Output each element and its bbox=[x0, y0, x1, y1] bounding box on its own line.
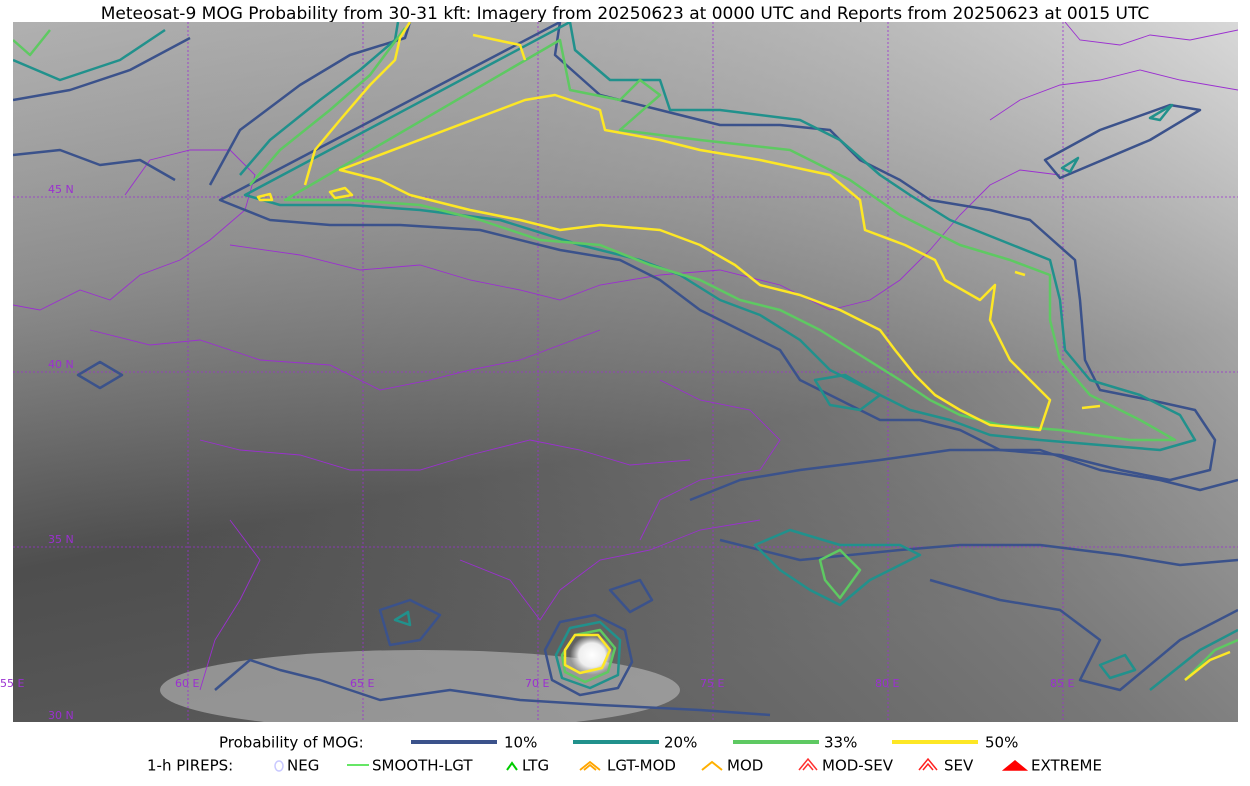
pirep-label: LTG bbox=[522, 757, 549, 775]
lon-label: 75 E bbox=[700, 677, 724, 690]
legend-label: 20% bbox=[664, 734, 697, 752]
pirep-icon bbox=[579, 760, 601, 771]
lon-label: 60 E bbox=[175, 677, 199, 690]
lon-label: 80 E bbox=[875, 677, 899, 690]
lon-label: 70 E bbox=[525, 677, 549, 690]
title: Meteosat-9 MOG Probability from 30-31 kf… bbox=[101, 4, 1150, 24]
lon-label: 65 E bbox=[350, 677, 374, 690]
pirep-label: LGT-MOD bbox=[607, 757, 676, 775]
pirep-label: SEV bbox=[944, 757, 974, 775]
lat-label: 30 N bbox=[48, 709, 74, 722]
lat-label: 40 N bbox=[48, 358, 74, 371]
legend-label: 33% bbox=[824, 734, 857, 752]
lat-label: 45 N bbox=[48, 183, 74, 196]
legend-label: 10% bbox=[504, 734, 537, 752]
map bbox=[13, 22, 1238, 722]
pirep-label: NEG bbox=[287, 757, 319, 775]
legend-title: Probability of MOG: bbox=[219, 734, 364, 752]
map-labels: 45 N 40 N 35 N 30 N 55 E 60 E 65 E 70 E … bbox=[0, 183, 1074, 722]
contours bbox=[13, 22, 1238, 717]
pirep-icon bbox=[798, 757, 818, 771]
lon-label: 55 E bbox=[0, 677, 24, 690]
graticule bbox=[13, 22, 1238, 722]
pirep-label: SMOOTH-LGT bbox=[372, 757, 473, 775]
lat-label: 35 N bbox=[48, 533, 74, 546]
pirep-icon bbox=[701, 760, 723, 771]
legend-title: 1-h PIREPS: bbox=[147, 757, 233, 775]
legend-label: 50% bbox=[985, 734, 1018, 752]
pirep-icon bbox=[1001, 760, 1029, 771]
pirep-label: MOD-SEV bbox=[822, 757, 894, 775]
pirep-icon bbox=[274, 760, 284, 772]
pirep-icon bbox=[918, 757, 938, 771]
lon-label: 85 E bbox=[1050, 677, 1074, 690]
pirep-icon bbox=[506, 761, 518, 771]
legend: Probability of MOG: 10% 20% 33% 50% 1-h … bbox=[147, 734, 1102, 775]
pirep-label: EXTREME bbox=[1031, 757, 1102, 775]
pirep-label: MOD bbox=[727, 757, 763, 775]
